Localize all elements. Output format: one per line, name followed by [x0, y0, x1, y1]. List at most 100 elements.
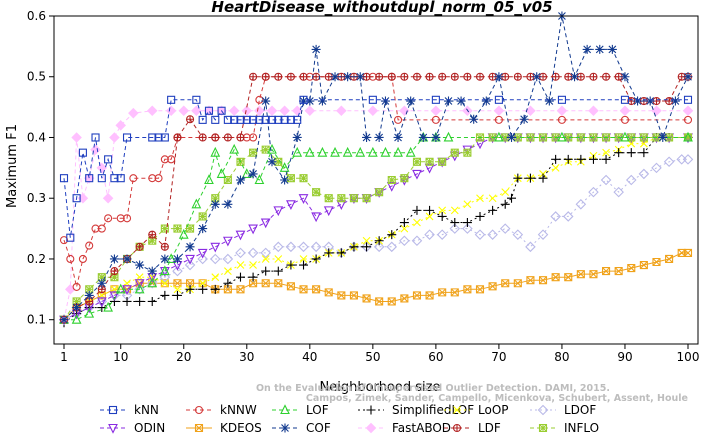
data-point: [551, 154, 561, 164]
data-point: [248, 169, 258, 179]
data-point: [625, 174, 637, 186]
x-axis-label: Neighborhood size: [320, 380, 441, 395]
data-point: [154, 174, 163, 183]
data-point: [59, 236, 69, 245]
data-point: [367, 146, 378, 157]
data-point: [184, 259, 196, 271]
legend-label: FastABOD: [392, 421, 451, 434]
data-point: [375, 297, 384, 306]
data-point: [312, 72, 321, 81]
data-point: [148, 133, 157, 142]
data-point: [683, 72, 693, 82]
data-point: [512, 229, 524, 240]
series-line: [63, 137, 688, 321]
data-point: [450, 206, 459, 215]
data-point: [122, 133, 132, 142]
data-point: [122, 254, 132, 264]
data-point: [260, 218, 271, 229]
data-point: [620, 131, 630, 142]
data-point: [400, 224, 409, 233]
series-odin: [59, 133, 693, 326]
data-point: [607, 44, 617, 54]
data-point: [254, 174, 265, 185]
data-point: [186, 279, 195, 288]
data-point: [223, 115, 232, 124]
data-point: [501, 188, 510, 197]
data-point: [97, 273, 106, 282]
data-point: [248, 272, 258, 282]
data-point: [173, 133, 182, 142]
data-point: [286, 72, 295, 81]
data-point: [450, 218, 460, 228]
data-point: [463, 72, 472, 81]
data-point: [104, 214, 113, 223]
data-point: [682, 105, 694, 117]
data-point: [286, 115, 295, 124]
data-point: [66, 233, 75, 242]
data-point: [186, 224, 195, 233]
data-point: [665, 254, 674, 264]
data-point: [279, 162, 290, 172]
data-point: [72, 297, 81, 306]
data-point: [71, 132, 82, 143]
data-point: [261, 279, 270, 288]
data-point: [431, 95, 440, 104]
data-point: [557, 95, 566, 104]
y-tick-label: 0.5: [27, 70, 46, 84]
data-point: [544, 96, 554, 106]
data-point: [91, 224, 100, 233]
data-point: [172, 254, 182, 264]
data-point: [147, 277, 158, 288]
legend-item-knn: kNN: [100, 403, 159, 417]
data-point: [658, 132, 668, 142]
data-point: [462, 223, 473, 234]
data-point: [538, 423, 548, 433]
data-point: [148, 273, 157, 282]
series-line: [64, 137, 688, 321]
data-point: [249, 279, 258, 288]
data-point: [110, 267, 119, 276]
data-point: [537, 229, 549, 240]
data-point: [173, 224, 182, 233]
data-point: [519, 114, 529, 124]
data-point: [167, 155, 176, 164]
data-point: [311, 44, 321, 54]
data-point: [211, 194, 220, 203]
data-point: [613, 186, 624, 198]
data-point: [456, 96, 466, 106]
data-point: [627, 133, 636, 142]
series-inflo: [59, 133, 693, 324]
data-point: [575, 199, 587, 210]
data-point: [476, 194, 484, 203]
plot-frame: [53, 15, 699, 345]
legend-item-odin: ODIN: [100, 421, 165, 434]
data-point: [387, 230, 397, 240]
legend-label: LoOP: [478, 403, 509, 417]
legend-item-ldof: LDOF: [530, 403, 596, 417]
data-point: [463, 285, 472, 294]
x-tick-label: 80: [554, 350, 569, 364]
data-point: [59, 315, 69, 325]
data-point: [550, 211, 561, 222]
legend: kNN kNNW LOF SimplifiedLOF LoOP LDOF ODIN KDEOS…: [100, 403, 599, 434]
data-point: [430, 105, 442, 117]
data-point: [299, 72, 308, 81]
data-point: [134, 279, 145, 289]
data-point: [449, 223, 461, 234]
data-point: [235, 230, 246, 241]
data-point: [400, 174, 409, 183]
data-point: [160, 133, 169, 142]
data-point: [576, 154, 586, 164]
data-point: [488, 282, 497, 291]
data-point: [248, 224, 258, 235]
data-point: [191, 105, 202, 117]
data-point: [538, 173, 548, 183]
legend-label: SimplifiedLOF: [392, 403, 474, 417]
data-point: [551, 163, 560, 172]
data-point: [436, 229, 448, 240]
data-point: [570, 72, 580, 82]
data-point: [134, 283, 145, 294]
data-point: [261, 115, 270, 124]
data-point: [602, 148, 610, 157]
data-point: [494, 131, 504, 142]
